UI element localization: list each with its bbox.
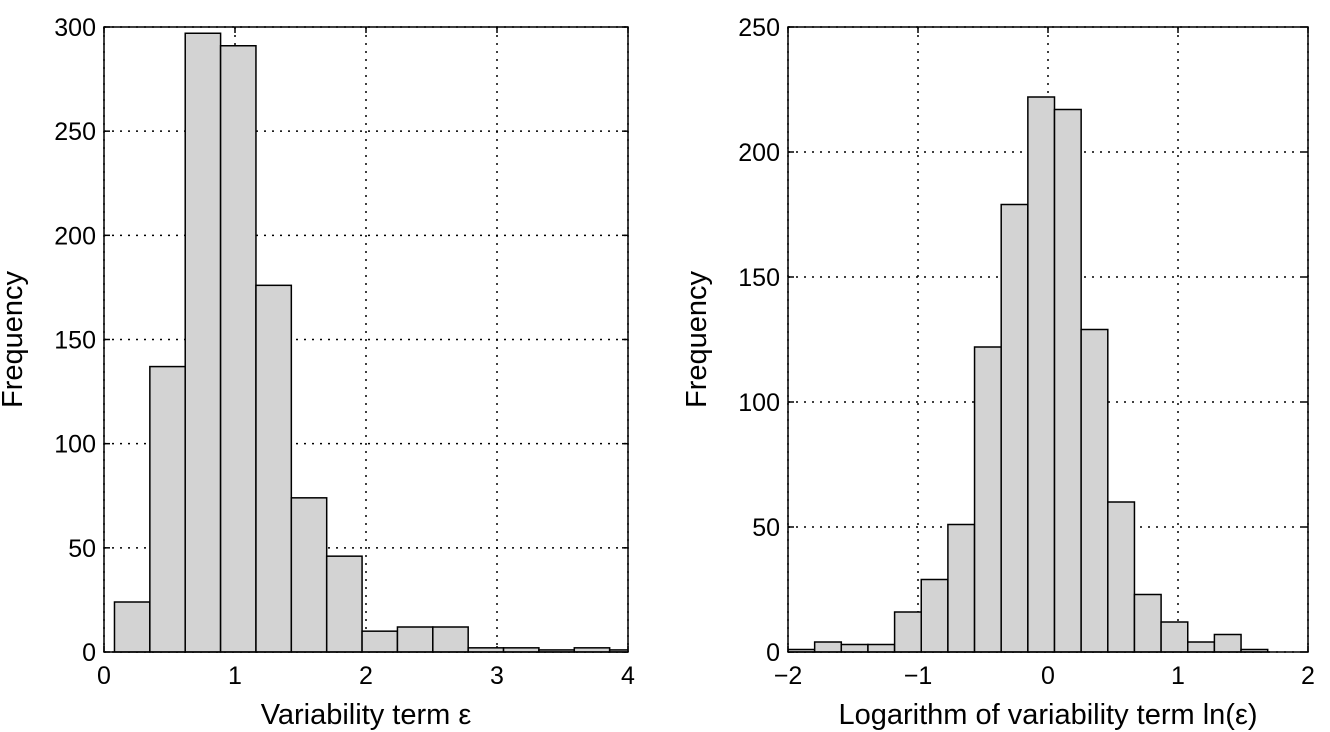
- y-axis-label: Frequency: [0, 270, 29, 408]
- y-tick-label: 300: [54, 14, 96, 42]
- y-tick-label: 200: [54, 222, 96, 250]
- x-axis-label: Variability term ε: [261, 699, 472, 731]
- bar: [840, 643, 869, 653]
- x-tick-label: 1: [1171, 662, 1185, 690]
- axes-frame: [103, 26, 629, 653]
- x-tick-label: 4: [621, 662, 635, 690]
- bar: [1080, 328, 1109, 653]
- bar: [867, 643, 896, 653]
- y-tick-label: 0: [82, 639, 96, 667]
- bar: [1187, 641, 1216, 653]
- x-tick-label: 1: [228, 662, 242, 690]
- y-tick-label: 150: [738, 264, 780, 292]
- x-tick-label: −2: [774, 662, 803, 690]
- bars: [113, 32, 628, 653]
- bar: [1000, 203, 1029, 653]
- plot: 0 50 100 150 200 250 300 0 1 2 3 4 Variability term …: [0, 14, 635, 731]
- bar: [113, 601, 151, 653]
- y-tick-label: 250: [738, 14, 780, 42]
- y-tick-label: 150: [54, 327, 96, 355]
- bar: [920, 578, 949, 653]
- bar: [1133, 593, 1162, 653]
- bar: [219, 45, 257, 653]
- axes-frame: [787, 26, 1309, 653]
- bars: [788, 96, 1269, 653]
- bar: [149, 365, 186, 653]
- bar: [361, 630, 399, 653]
- bar: [813, 641, 843, 653]
- x-tick-label: 0: [1041, 662, 1055, 690]
- x-tick-label: −1: [904, 662, 933, 690]
- y-tick-label: 100: [738, 389, 780, 417]
- y-tick-label: 50: [752, 514, 780, 542]
- x-tick-label: 3: [490, 662, 504, 690]
- plot: 0 50 100 150 200 250 −2 −1 0 1 2 Logarithm of varia…: [681, 14, 1315, 731]
- y-tick-label: 50: [68, 535, 96, 563]
- bar: [325, 555, 363, 653]
- bar: [1213, 633, 1242, 653]
- bar: [432, 626, 469, 653]
- bar: [290, 497, 328, 653]
- bar: [1160, 621, 1189, 653]
- bar: [184, 32, 222, 653]
- y-tick-label: 100: [54, 431, 96, 459]
- y-tick-label: 200: [738, 139, 780, 167]
- x-axis-label: Logarithm of variability term ln(ε): [838, 699, 1257, 731]
- y-tick-label: 250: [54, 118, 96, 146]
- bar: [255, 284, 293, 653]
- bar: [947, 523, 976, 653]
- y-tick-label: 0: [766, 639, 780, 667]
- x-tick-label: 2: [1301, 662, 1315, 690]
- bar: [1027, 96, 1056, 653]
- bar: [1107, 501, 1136, 653]
- x-tick-label: 2: [359, 662, 373, 690]
- y-axis-label: Frequency: [681, 270, 713, 408]
- x-tick-label: 0: [97, 662, 111, 690]
- bar: [396, 626, 434, 653]
- bar: [973, 346, 1002, 653]
- bar: [893, 611, 922, 653]
- bar: [1053, 108, 1082, 653]
